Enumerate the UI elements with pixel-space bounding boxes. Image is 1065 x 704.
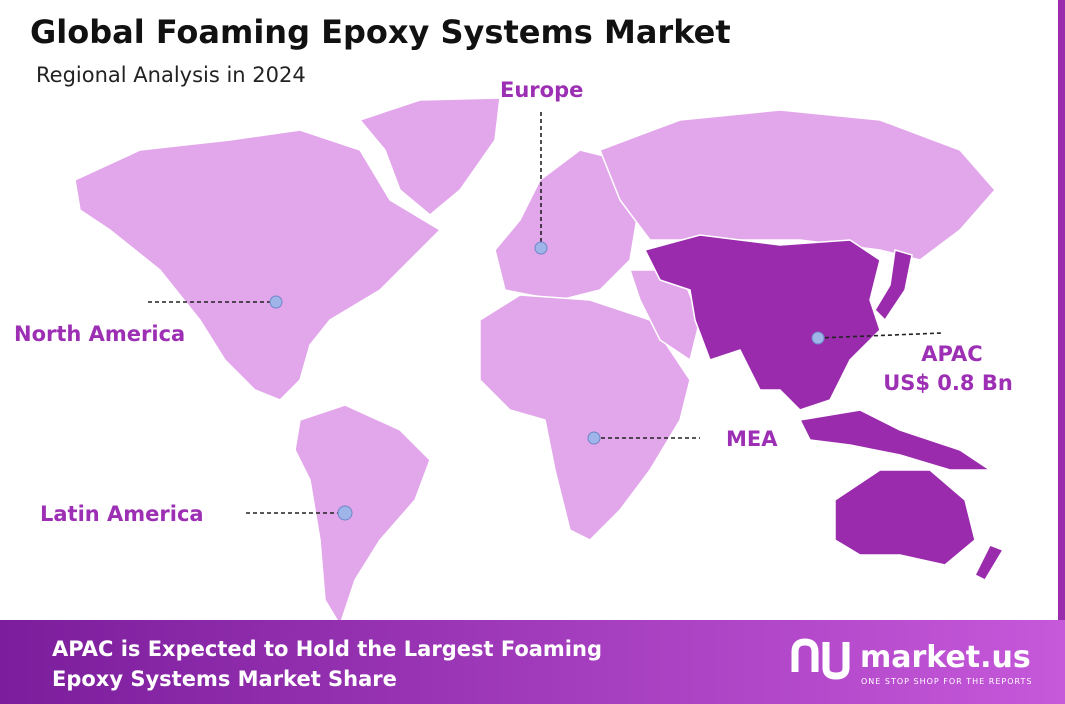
world-map: [74, 97, 1005, 627]
footer-band: [0, 620, 1065, 704]
north-america: [74, 129, 442, 401]
africa: [479, 294, 691, 541]
region-dot: [269, 295, 283, 309]
southeast-asia: [798, 409, 993, 471]
new-zealand: [973, 544, 1005, 581]
greenland: [358, 97, 501, 216]
edge-bar: [1058, 0, 1065, 620]
region-label: APAC: [921, 342, 982, 366]
region-label: MEA: [726, 427, 778, 451]
brand-tagline: ONE STOP SHOP FOR THE REPORTS: [861, 677, 1032, 686]
region-label: Latin America: [40, 502, 204, 526]
region-dot: [587, 431, 601, 445]
region-dot: [534, 241, 548, 255]
asia-pacific: [643, 234, 881, 411]
south-america: [294, 404, 431, 627]
japan: [874, 249, 913, 322]
russia: [599, 109, 996, 261]
footer-text: Epoxy Systems Market Share: [52, 667, 397, 691]
europe: [494, 149, 641, 301]
region-value: US$ 0.8 Bn: [883, 371, 1013, 395]
region-dot: [337, 505, 353, 521]
region-dot: [811, 331, 825, 345]
region-label: Europe: [500, 78, 583, 102]
region-label: North America: [14, 322, 185, 346]
logo-shape: [822, 642, 850, 680]
footer-text: APAC is Expected to Hold the Largest Foa…: [52, 637, 602, 661]
logo-icon: [791, 638, 850, 680]
logo-shape: [791, 638, 819, 672]
brand-name: market.us: [860, 640, 1031, 675]
title: Global Foaming Epoxy Systems Market: [30, 13, 731, 51]
subtitle: Regional Analysis in 2024: [36, 63, 306, 87]
australia: [834, 469, 976, 566]
